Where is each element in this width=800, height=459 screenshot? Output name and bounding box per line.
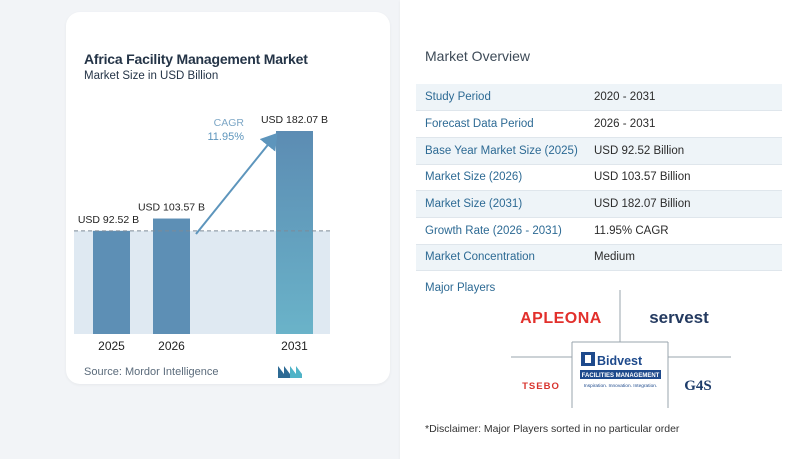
apleona-logo-text: APLEONA bbox=[520, 310, 602, 327]
overview-value: 2020 - 2031 bbox=[585, 84, 782, 112]
overview-value: USD 92.52 Billion bbox=[585, 137, 782, 165]
overview-key: Base Year Market Size (2025) bbox=[416, 137, 585, 165]
cagr-arrow bbox=[195, 132, 278, 235]
cagr-value: 11.95% bbox=[208, 131, 245, 143]
data-label-2026: USD 103.57 B bbox=[138, 202, 205, 214]
overview-key: Market Size (2031) bbox=[416, 190, 585, 218]
data-label-2031: USD 182.07 B bbox=[261, 114, 328, 126]
source-label: Source: Mordor Intelligence bbox=[84, 366, 219, 378]
overview-row: Forecast Data Period 2026 - 2031 bbox=[416, 110, 782, 138]
g4s-logo: G4S bbox=[684, 378, 712, 394]
overview-row: Market Size (2026) USD 103.57 Billion bbox=[416, 164, 782, 192]
bar-2025 bbox=[93, 230, 130, 334]
overview-value: Medium bbox=[585, 244, 782, 272]
chart-subtitle: Market Size in USD Billion bbox=[84, 70, 219, 82]
bidvest-logo-text: Bidvest bbox=[597, 354, 643, 368]
overview-key: Market Size (2026) bbox=[416, 164, 585, 192]
servest-logo-text: servest bbox=[649, 308, 709, 327]
mordor-logo-icon bbox=[278, 366, 302, 378]
bidvest-logo: Bidvest FACILITIES MANAGEMENT Inspiratio… bbox=[576, 349, 664, 401]
major-players-logos: APLEONA servest Bidvest FACILITIES MANAG… bbox=[511, 290, 731, 408]
overview-row: Market Concentration Medium bbox=[416, 244, 782, 272]
bidvest-sub-text: FACILITIES MANAGEMENT bbox=[582, 373, 660, 379]
tick-label-2026: 2026 bbox=[158, 339, 185, 353]
bar-2026 bbox=[153, 218, 190, 334]
overview-key: Market Concentration bbox=[416, 244, 585, 272]
overview-value: 2026 - 2031 bbox=[585, 110, 782, 138]
overview-value: 11.95% CAGR bbox=[585, 217, 782, 245]
major-players-title: Major Players bbox=[425, 282, 496, 294]
overview-table: Study Period 2020 - 2031 Forecast Data Per… bbox=[416, 84, 782, 272]
overview-title: Market Overview bbox=[425, 48, 531, 64]
cagr-label: CAGR bbox=[214, 117, 245, 129]
tick-label-2025: 2025 bbox=[98, 339, 125, 353]
overview-key: Study Period bbox=[416, 84, 585, 112]
overview-value: USD 103.57 Billion bbox=[585, 164, 782, 192]
overview-key: Growth Rate (2026 - 2031) bbox=[416, 217, 585, 245]
overview-row: Study Period 2020 - 2031 bbox=[416, 84, 782, 112]
overview-key: Forecast Data Period bbox=[416, 110, 585, 138]
bar-2031 bbox=[276, 131, 313, 334]
bar-chart: USD 92.52 B 2025 USD 103.57 B 2026 USD 182.0… bbox=[74, 114, 330, 353]
overview-value: USD 182.07 Billion bbox=[585, 190, 782, 218]
disclaimer: *Disclaimer: Major Players sorted in no … bbox=[425, 423, 680, 435]
tsebo-logo-text: TSEBO bbox=[522, 381, 560, 392]
tick-label-2031: 2031 bbox=[281, 339, 308, 353]
overview-row: Market Size (2031) USD 182.07 Billion bbox=[416, 190, 782, 218]
overview-row: Growth Rate (2026 - 2031) 11.95% CAGR bbox=[416, 217, 782, 245]
g4s-logo-text: G4S bbox=[684, 378, 712, 394]
overview-row: Base Year Market Size (2025) USD 92.52 Bi… bbox=[416, 137, 782, 165]
servest-logo: servest bbox=[649, 308, 709, 327]
data-label-2025: USD 92.52 B bbox=[78, 214, 139, 226]
bidvest-tag-text: Inspiration. Innovation. Integration. bbox=[584, 383, 658, 389]
tsebo-logo: TSEBO bbox=[522, 381, 560, 392]
chart-title: Africa Facility Management Market bbox=[84, 51, 308, 67]
apleona-logo: APLEONA bbox=[520, 310, 602, 327]
